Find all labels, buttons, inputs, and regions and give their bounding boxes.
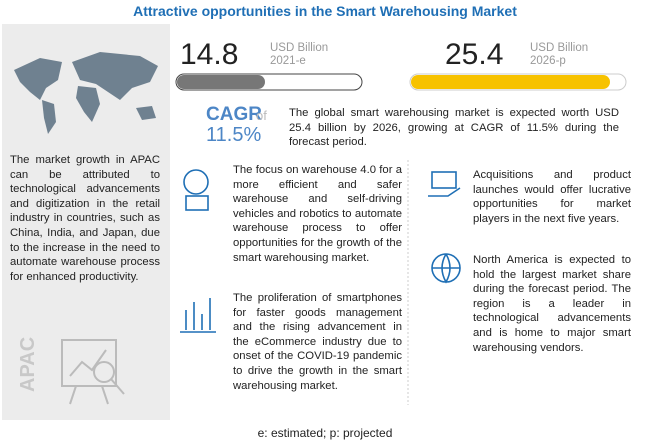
cagr-value: 11.5% [206,124,262,146]
world-map [14,52,158,134]
cagr-label: CAGR [206,104,262,125]
metric-value: 25.4 [445,38,504,71]
point: Acquisitions and product launches would … [473,169,631,225]
metric-year: 2026-p [530,55,566,67]
analysis-icon [61,339,125,405]
region-label: APAC [17,337,39,392]
summary: The global smart warehousing market is e… [289,107,619,149]
point: The focus on warehouse 4.0 for a more ef… [233,164,402,264]
footnote: e: estimated; p: projected [257,426,393,440]
bar-fill [177,75,265,89]
icons [180,169,461,333]
metric-year: 2021-e [270,55,306,67]
point: North America is expected to hold the la… [473,254,631,354]
bar-fill [411,75,610,89]
cagr-of: of [256,108,267,123]
left-text: The market growth in APAC can be attribu… [10,154,160,283]
title: Attractive opportunities in the Smart Wa… [133,3,517,19]
metric-value: 14.8 [180,38,239,71]
metric-unit: USD Billion [530,42,589,54]
point: The proliferation of smartphones for fas… [233,292,402,392]
metric-unit: USD Billion [270,42,329,54]
